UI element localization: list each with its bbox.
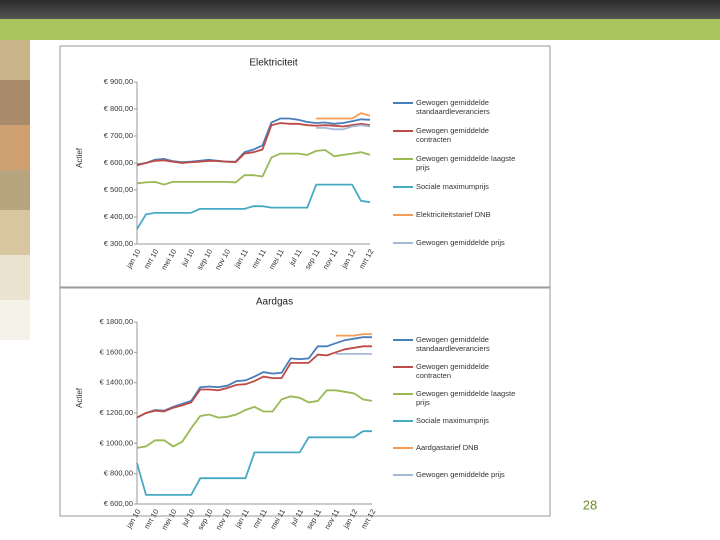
legend-label: Gewogen gemiddelde contracten — [416, 362, 489, 380]
y-tick-label: € 700,00 — [104, 131, 133, 140]
legend-label: Gewogen gemiddelde contracten — [416, 126, 489, 144]
legend-item: Gewogen gemiddelde prijs — [416, 238, 505, 247]
legend-item: Sociale maximumprijs — [416, 416, 489, 425]
legend-item: Gewogen gemiddelde standaardleveranciers — [416, 335, 490, 353]
y-axis-label: Actief — [75, 387, 84, 408]
series-line — [136, 149, 371, 186]
y-tick-label: € 500,00 — [104, 185, 133, 194]
chart-title: Aardgas — [256, 297, 293, 308]
y-tick-label: € 300,00 — [104, 239, 133, 248]
legend-label: Sociale maximumprijs — [416, 182, 489, 191]
y-tick-label: € 1800,00 — [100, 317, 133, 326]
y-tick-label: € 800,00 — [104, 469, 133, 478]
legend-label: Aardgastarief DNB — [416, 443, 479, 452]
legend-label: Gewogen gemiddelde laagste prijs — [416, 389, 516, 407]
y-tick-label: € 1600,00 — [100, 347, 133, 356]
legend-item: Aardgastarief DNB — [416, 443, 479, 452]
series-line — [316, 124, 371, 131]
series-line — [136, 122, 371, 167]
y-tick-label: € 400,00 — [104, 212, 133, 221]
y-tick-label: € 1200,00 — [100, 408, 133, 417]
legend-item: Gewogen gemiddelde laagste prijs — [416, 389, 516, 407]
legend-label: Gewogen gemiddelde laagste prijs — [416, 154, 516, 172]
photo-strip — [0, 40, 30, 340]
series-line — [316, 112, 371, 120]
legend-item: Gewogen gemiddelde standaardleveranciers — [416, 98, 490, 116]
legend-label: Elektriciteitstarief DNB — [416, 210, 491, 219]
y-tick-label: € 600,00 — [104, 158, 133, 167]
series-line — [136, 336, 372, 419]
legend-label: Gewogen gemiddelde prijs — [416, 470, 505, 479]
legend-item: Gewogen gemiddelde laagste prijs — [416, 154, 516, 172]
legend-label: Gewogen gemiddelde standaardleveranciers — [416, 335, 490, 353]
series-line — [136, 183, 371, 230]
legend-item: Gewogen gemiddelde contracten — [416, 362, 489, 380]
chart-title: Elektriciteit — [249, 58, 298, 69]
legend-label: Gewogen gemiddelde standaardleveranciers — [416, 98, 490, 116]
series-line — [136, 345, 372, 419]
y-axis-label: Actief — [75, 147, 84, 168]
top-bar — [0, 0, 720, 19]
green-bar — [0, 19, 720, 40]
y-tick-label: € 1000,00 — [100, 438, 133, 447]
legend-item: Elektriciteitstarief DNB — [416, 210, 491, 219]
legend-item: Sociale maximumprijs — [416, 182, 489, 191]
legend-item: Gewogen gemiddelde prijs — [416, 470, 505, 479]
chart-frame — [59, 45, 551, 288]
legend-label: Gewogen gemiddelde prijs — [416, 238, 505, 247]
y-tick-label: € 1400,00 — [100, 378, 133, 387]
legend-item: Gewogen gemiddelde contracten — [416, 126, 489, 144]
series-line — [335, 333, 372, 337]
y-tick-label: € 800,00 — [104, 104, 133, 113]
series-line — [136, 389, 373, 449]
y-tick-label: € 600,00 — [104, 499, 133, 508]
series-line — [136, 430, 372, 496]
y-tick-label: € 900,00 — [104, 77, 133, 86]
page-number: 28 — [583, 497, 597, 512]
legend-label: Sociale maximumprijs — [416, 416, 489, 425]
